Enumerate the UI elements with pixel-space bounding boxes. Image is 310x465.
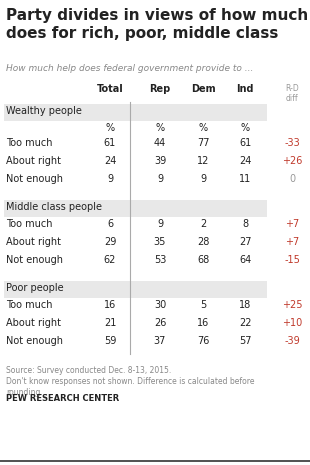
Text: 26: 26 [154,318,166,328]
Text: About right: About right [6,156,61,166]
Text: 64: 64 [239,255,251,265]
Text: 18: 18 [239,300,251,310]
Text: -15: -15 [284,255,300,265]
Text: 62: 62 [104,255,116,265]
Text: About right: About right [6,237,61,247]
Text: 76: 76 [197,336,209,346]
Text: 9: 9 [157,174,163,184]
Text: PEW RESEARCH CENTER: PEW RESEARCH CENTER [6,394,119,403]
Text: 22: 22 [239,318,251,328]
Text: About right: About right [6,318,61,328]
Text: 24: 24 [239,156,251,166]
Text: 77: 77 [197,138,209,148]
Text: 53: 53 [154,255,166,265]
Text: 37: 37 [154,336,166,346]
Text: 9: 9 [157,219,163,229]
Text: %: % [198,123,208,133]
Text: Rep: Rep [149,84,170,94]
Text: 11: 11 [239,174,251,184]
Bar [4,281,267,298]
Text: 61: 61 [104,138,116,148]
Text: %: % [105,123,115,133]
Text: 30: 30 [154,300,166,310]
Text: 16: 16 [197,318,209,328]
Text: 0: 0 [289,174,295,184]
Text: 16: 16 [104,300,116,310]
Text: +25: +25 [282,300,302,310]
Text: Party divides in views of how much govt
does for rich, poor, middle class: Party divides in views of how much govt … [6,8,310,41]
Text: Ind: Ind [236,84,254,94]
Text: 2: 2 [200,219,206,229]
Text: 12: 12 [197,156,209,166]
Text: 9: 9 [200,174,206,184]
Text: 44: 44 [154,138,166,148]
Text: 24: 24 [104,156,116,166]
Text: 5: 5 [200,300,206,310]
Text: 35: 35 [154,237,166,247]
Text: %: % [155,123,165,133]
Text: 68: 68 [197,255,209,265]
Text: Source: Survey conducted Dec. 8-13, 2015.: Source: Survey conducted Dec. 8-13, 2015… [6,366,171,375]
Text: Don't know responses not shown. Difference is calculated before
rounding.: Don't know responses not shown. Differen… [6,377,255,397]
Text: 59: 59 [104,336,116,346]
Text: 27: 27 [239,237,251,247]
Text: +7: +7 [285,237,299,247]
Text: 57: 57 [239,336,251,346]
Bar [4,200,267,217]
Text: Not enough: Not enough [6,174,63,184]
Text: Too much: Too much [6,138,52,148]
Text: 28: 28 [197,237,209,247]
Text: +10: +10 [282,318,302,328]
Text: Wealthy people: Wealthy people [6,106,82,116]
Text: Not enough: Not enough [6,255,63,265]
Text: 61: 61 [239,138,251,148]
Text: 39: 39 [154,156,166,166]
Text: R-D
diff: R-D diff [285,84,299,103]
Text: Middle class people: Middle class people [6,202,102,212]
Text: Dem: Dem [191,84,215,94]
Text: +26: +26 [282,156,302,166]
Text: Total: Total [97,84,123,94]
Text: 29: 29 [104,237,116,247]
Text: 8: 8 [242,219,248,229]
Text: -33: -33 [284,138,300,148]
Text: Too much: Too much [6,300,52,310]
Text: Too much: Too much [6,219,52,229]
Text: 9: 9 [107,174,113,184]
Text: 6: 6 [107,219,113,229]
Text: +7: +7 [285,219,299,229]
Text: How much help does federal government provide to ...: How much help does federal government pr… [6,64,253,73]
Text: %: % [241,123,250,133]
Text: -39: -39 [284,336,300,346]
Text: Poor people: Poor people [6,283,64,293]
Text: 21: 21 [104,318,116,328]
Bar [4,104,267,121]
Text: Not enough: Not enough [6,336,63,346]
